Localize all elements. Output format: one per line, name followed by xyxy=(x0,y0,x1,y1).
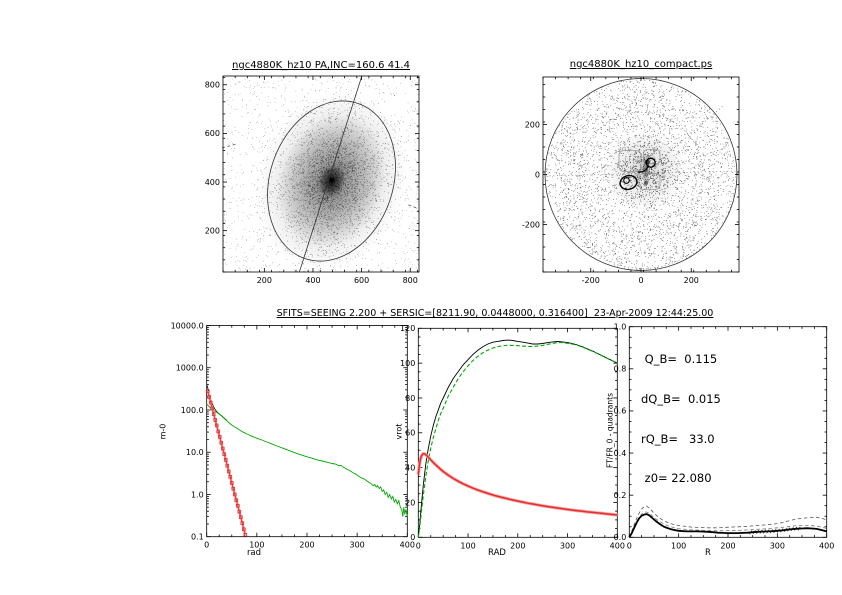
svg-text:0: 0 xyxy=(204,541,209,550)
svg-text:0.1: 0.1 xyxy=(191,533,204,542)
svg-text:40: 40 xyxy=(405,463,415,472)
rotation-x-axis-label: RAD xyxy=(488,548,506,558)
galaxy-image-title: ngc4880K_hz10 PA,INC=160.6 41.4 xyxy=(232,60,410,71)
svg-text:60: 60 xyxy=(405,429,415,438)
svg-text:0.8: 0.8 xyxy=(614,365,627,374)
svg-text:20: 20 xyxy=(405,498,415,507)
annotation-rqb: rQ_B= 33.0 xyxy=(641,431,715,446)
fourier-y-axis-label: FT/FR_0 - quadrants xyxy=(605,393,615,468)
profile-x-axis-label: rad xyxy=(246,548,262,558)
svg-text:400: 400 xyxy=(305,276,320,285)
svg-text:-200: -200 xyxy=(522,220,540,229)
svg-text:100: 100 xyxy=(249,541,264,550)
svg-text:120: 120 xyxy=(400,324,415,333)
fit-parameters-annotation: Q_B= 0.115 dQ_B= 0.015 rQ_B= 33.0 z0= 22… xyxy=(641,327,721,512)
svg-text:1.0: 1.0 xyxy=(614,323,627,332)
svg-text:-200: -200 xyxy=(582,276,600,285)
svg-text:0.2: 0.2 xyxy=(614,491,627,500)
svg-text:0: 0 xyxy=(416,541,421,550)
svg-text:100: 100 xyxy=(400,359,415,368)
svg-text:0: 0 xyxy=(627,541,632,550)
svg-text:800: 800 xyxy=(403,276,418,285)
svg-text:800: 800 xyxy=(205,81,220,90)
svg-text:10000.0: 10000.0 xyxy=(171,321,204,330)
svg-text:400: 400 xyxy=(400,541,415,550)
svg-text:100: 100 xyxy=(460,541,475,550)
svg-text:1.0: 1.0 xyxy=(191,490,204,499)
svg-text:100.0: 100.0 xyxy=(181,406,204,415)
svg-text:0: 0 xyxy=(410,533,415,542)
svg-text:200: 200 xyxy=(299,541,314,550)
svg-text:200: 200 xyxy=(525,120,540,129)
svg-text:300: 300 xyxy=(350,541,365,550)
svg-text:80: 80 xyxy=(405,394,415,403)
svg-text:0: 0 xyxy=(638,276,643,285)
svg-text:200: 200 xyxy=(510,541,525,550)
svg-text:400: 400 xyxy=(819,541,834,550)
svg-text:200: 200 xyxy=(684,276,699,285)
svg-text:0.4: 0.4 xyxy=(614,449,627,458)
rotation-y-axis-label: vrot xyxy=(394,423,404,440)
svg-text:600: 600 xyxy=(205,129,220,138)
svg-text:400: 400 xyxy=(205,178,220,187)
svg-text:400: 400 xyxy=(610,541,625,550)
annotation-dqb: dQ_B= 0.015 xyxy=(641,392,721,407)
fit-summary-title: SFITS=SEEING 2.200 + SERSIC=[8211.90, 0.… xyxy=(276,308,714,319)
svg-text:200: 200 xyxy=(720,541,735,550)
svg-text:10.0: 10.0 xyxy=(186,448,204,457)
svg-text:0.0: 0.0 xyxy=(614,533,627,542)
compact-plot-title: ngc4880K_hz10_compact.ps xyxy=(569,59,713,70)
svg-text:0.6: 0.6 xyxy=(614,407,627,416)
svg-text:200: 200 xyxy=(205,226,220,235)
svg-text:300: 300 xyxy=(770,541,785,550)
annotation-z0: z0= 22.080 xyxy=(641,471,712,486)
svg-text:600: 600 xyxy=(354,276,369,285)
svg-text:200: 200 xyxy=(257,276,272,285)
fourier-x-axis-label: R xyxy=(705,548,711,558)
annotation-qb: Q_B= 0.115 xyxy=(641,352,718,367)
profile-y-axis-label: m-0 xyxy=(158,423,168,440)
svg-text:0: 0 xyxy=(535,170,540,179)
svg-text:1000.0: 1000.0 xyxy=(176,364,204,373)
svg-text:300: 300 xyxy=(560,541,575,550)
svg-text:100: 100 xyxy=(671,541,686,550)
